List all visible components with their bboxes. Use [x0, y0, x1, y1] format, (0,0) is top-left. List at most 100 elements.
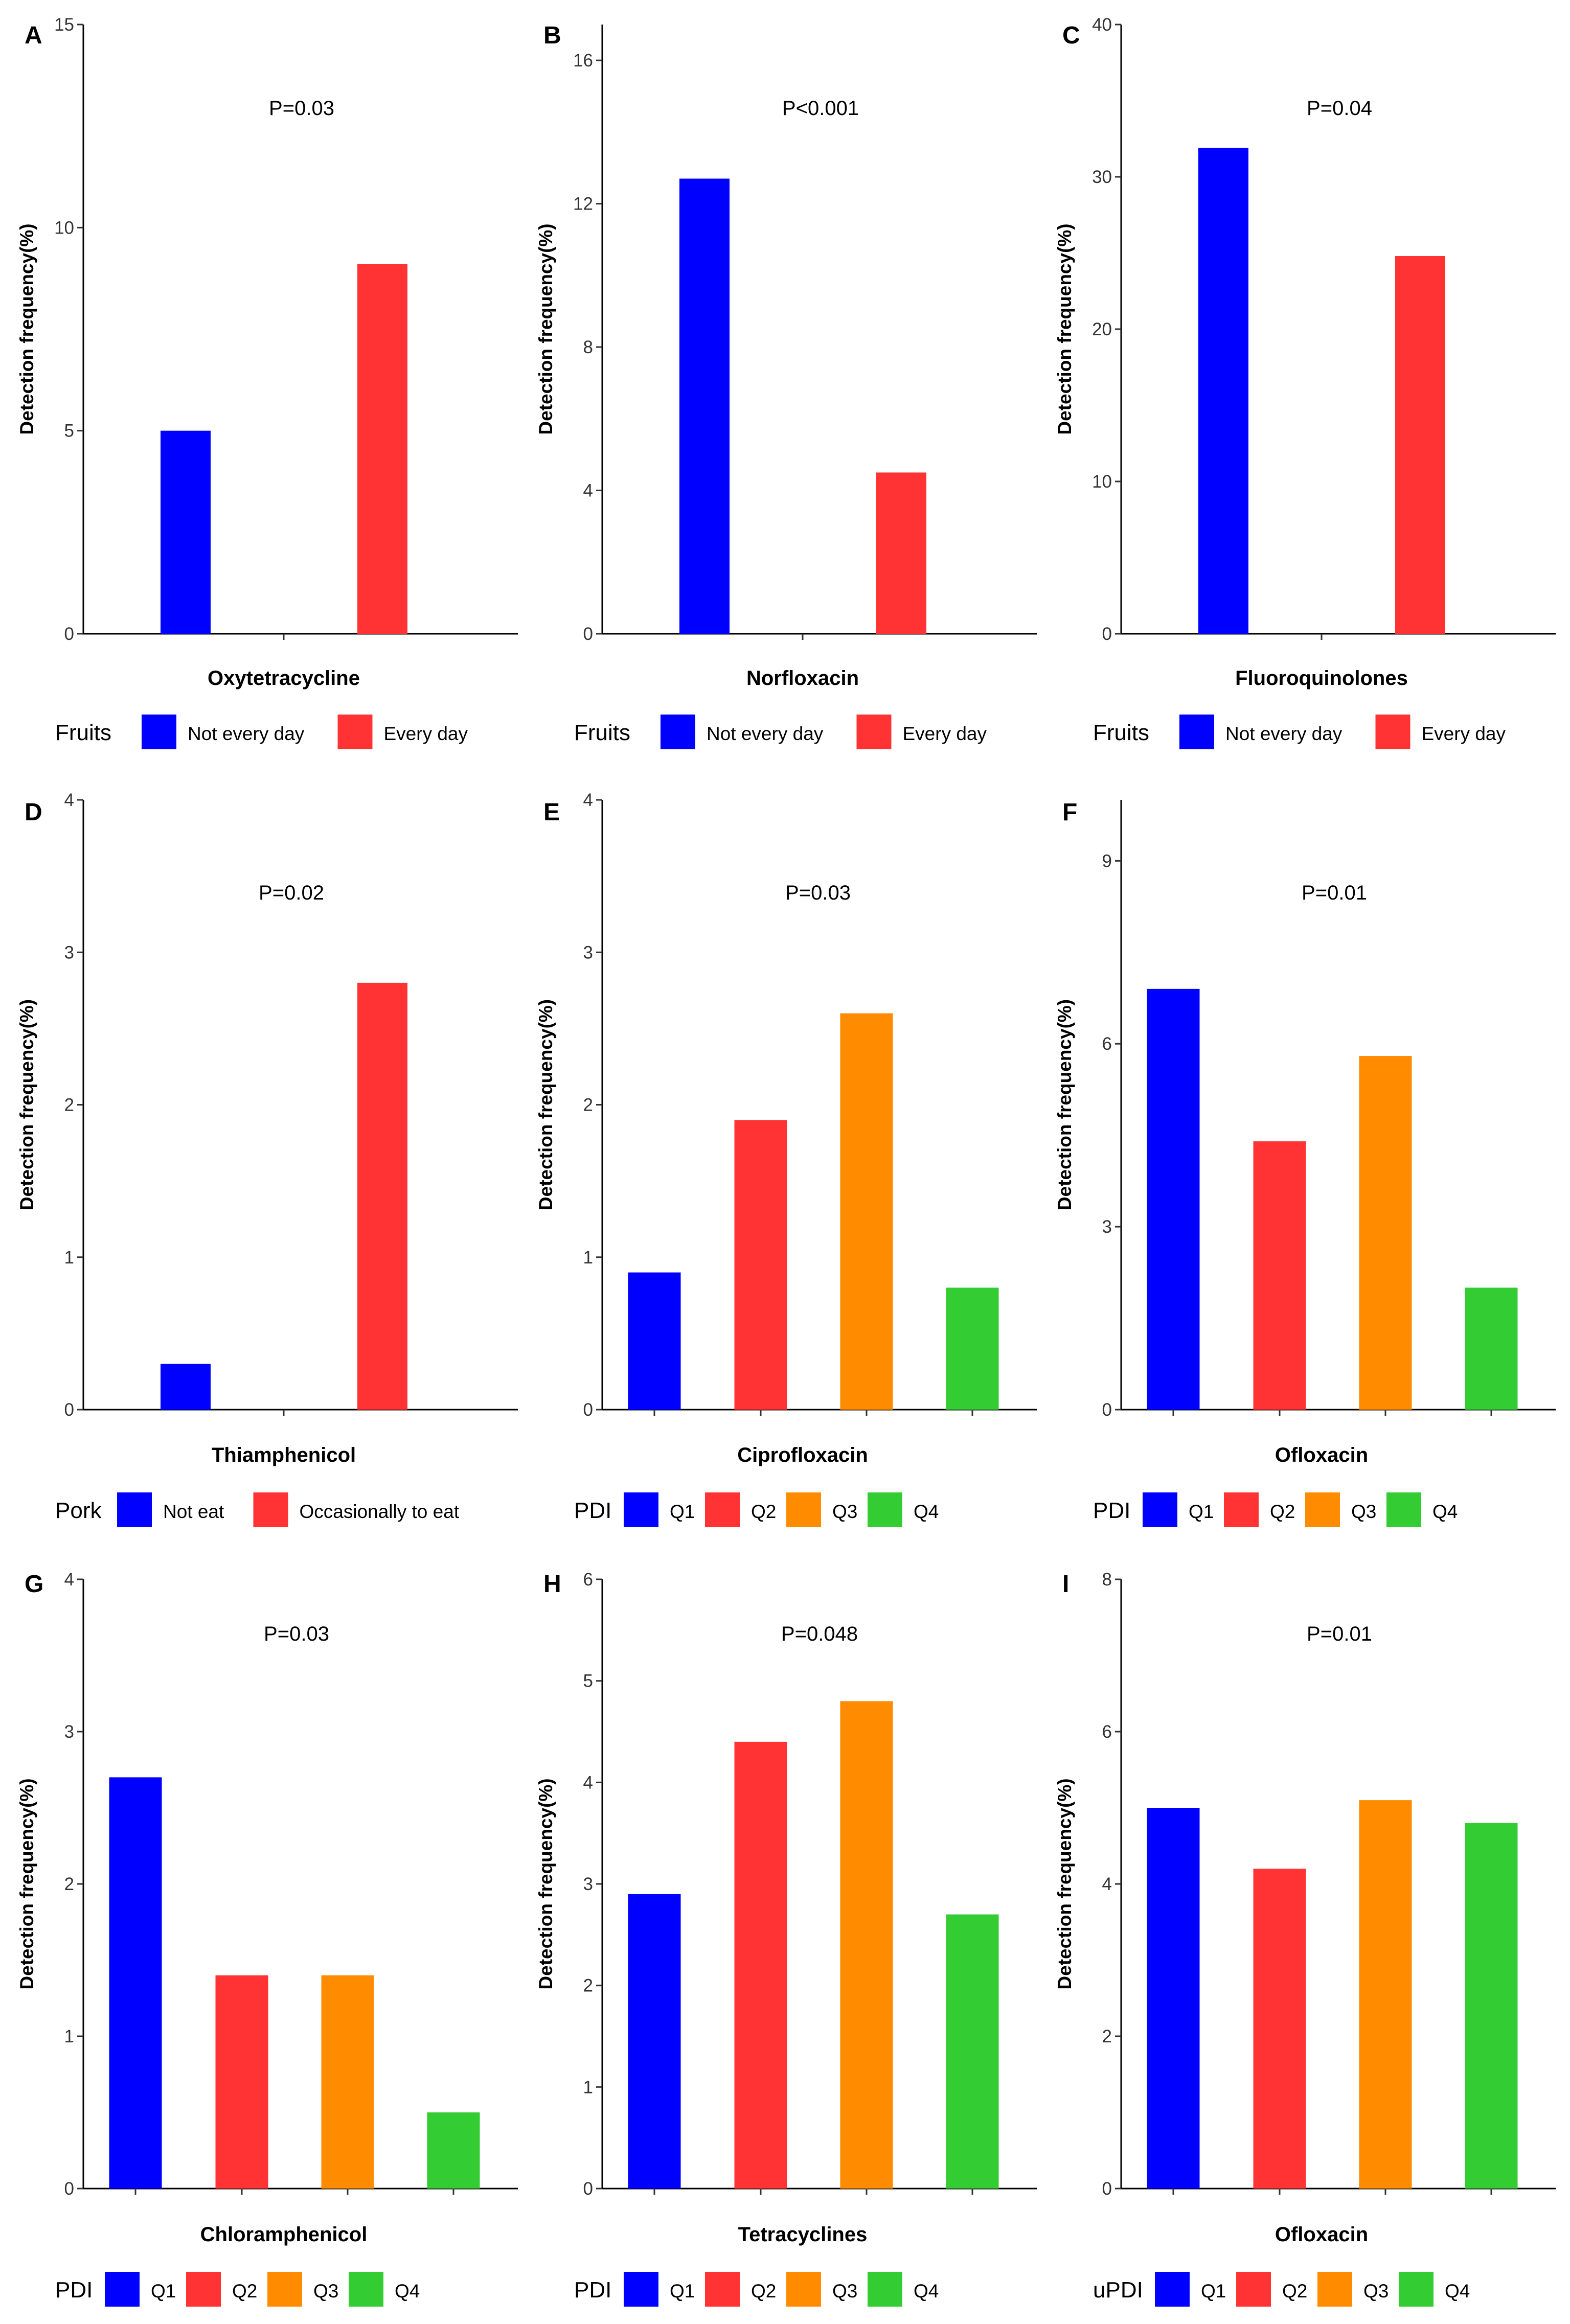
y-axis-title: Detection frequency(%)	[535, 1778, 556, 1989]
legend-swatch	[624, 2272, 658, 2307]
legend-label: Occasionally to eat	[300, 1501, 460, 1522]
y-tick-label: 4	[583, 790, 593, 810]
bar-q2	[1253, 1141, 1306, 1410]
bar-q4	[946, 1914, 999, 2189]
legend-swatch	[856, 715, 892, 749]
panel-B: B 0 4 8 12 16 Detection frequency(%) Norfloxaci…	[535, 22, 1037, 749]
panel-E: E 0 1 2 3 4 Detection frequency(%) Ciprofloxaci…	[535, 790, 1037, 1527]
legend-label: Every day	[384, 723, 468, 744]
legend-swatch	[661, 715, 695, 749]
legend-swatch	[117, 1492, 152, 1527]
x-axis-title: Norfloxacin	[746, 667, 859, 689]
bar-q2	[734, 1741, 787, 2189]
legend-label: Every day	[903, 723, 987, 744]
x-axis-title: Oxytetracycline	[208, 667, 360, 689]
legend-swatch	[1399, 2272, 1434, 2307]
bar-q2	[1253, 1869, 1306, 2189]
legend-label: Q4	[914, 1501, 939, 1522]
y-tick-label: 0	[583, 624, 593, 644]
legend: uPDI Q1 Q2 Q3 Q4	[1093, 2272, 1470, 2307]
y-tick-label: 0	[64, 624, 74, 644]
y-axis-title: Detection frequency(%)	[1054, 1778, 1075, 1989]
y-tick-label: 1	[64, 1248, 74, 1268]
legend-label: Not eat	[163, 1501, 224, 1522]
y-tick-label: 5	[583, 1671, 593, 1691]
bar-q1	[1147, 1808, 1200, 2189]
y-tick-label: 9	[1102, 851, 1112, 871]
y-tick-label: 40	[1092, 15, 1112, 35]
legend-label: Q2	[1270, 1501, 1295, 1522]
panel-letter: I	[1062, 1571, 1069, 1598]
legend-label: Q4	[395, 2281, 420, 2302]
bar-occasionally-to-eat	[357, 982, 407, 1410]
x-axis-title: Ofloxacin	[1275, 1444, 1368, 1466]
legend-title: uPDI	[1093, 2277, 1143, 2303]
legend-swatch	[1143, 1492, 1177, 1527]
legend-title: PDI	[1093, 1498, 1130, 1523]
panel-D: D 0 1 2 3 4 Detection frequency(%) Thiamphenico…	[16, 790, 518, 1527]
legend-label: Q3	[1351, 1501, 1376, 1522]
y-axis-title: Detection frequency(%)	[1054, 999, 1075, 1210]
y-tick-label: 4	[64, 1570, 74, 1590]
y-axis-title: Detection frequency(%)	[16, 223, 37, 434]
y-tick-label: 0	[64, 2179, 74, 2199]
y-tick-label: 30	[1092, 167, 1112, 187]
panel-letter: A	[25, 22, 42, 49]
y-axis-title: Detection frequency(%)	[16, 999, 37, 1210]
legend-label: Q3	[313, 2281, 338, 2302]
legend: PDI Q1 Q2 Q3 Q4	[574, 1492, 939, 1527]
panel-letter: D	[25, 799, 42, 826]
legend-swatch	[253, 1492, 288, 1527]
panel-letter: B	[543, 22, 561, 49]
y-tick-label: 0	[583, 2179, 593, 2199]
panel-letter: C	[1062, 22, 1080, 49]
legend-swatch	[786, 1492, 821, 1527]
p-value-label: P=0.01	[1307, 1623, 1372, 1645]
y-tick-label: 16	[573, 51, 593, 71]
legend-swatch	[868, 1492, 902, 1527]
legend-title: PDI	[574, 2277, 611, 2303]
bar-q3	[1359, 1800, 1412, 2189]
y-tick-label: 0	[1102, 624, 1112, 644]
bar-q3	[840, 1701, 893, 2189]
panel-I: I 0 2 4 6 8 Detection frequency(%) Ofloxacin P=0…	[1054, 1570, 1556, 2307]
y-tick-label: 12	[573, 194, 593, 214]
y-tick-label: 0	[1102, 2179, 1112, 2199]
p-value-label: P=0.03	[785, 882, 851, 904]
panel-letter: G	[25, 1571, 43, 1598]
y-tick-label: 6	[1102, 1034, 1112, 1054]
panel-G: G 0 1 2 3 4 Detection frequency(%) Chlorampheni…	[16, 1570, 518, 2307]
p-value-label: P=0.048	[781, 1623, 858, 1645]
bar-every-day	[357, 264, 407, 634]
legend-swatch	[624, 1492, 658, 1527]
y-tick-label: 6	[1102, 1722, 1112, 1742]
legend-title: Fruits	[55, 720, 111, 745]
y-tick-label: 3	[64, 942, 74, 962]
x-axis-title: Fluoroquinolones	[1235, 667, 1408, 689]
legend-label: Q1	[1201, 2281, 1226, 2302]
panel-letter: F	[1062, 799, 1077, 826]
legend-label: Q4	[1432, 1501, 1458, 1522]
y-tick-label: 0	[1102, 1400, 1112, 1420]
legend-title: Fruits	[1093, 720, 1149, 745]
bar-not-every-day	[161, 430, 211, 634]
legend-label: Not every day	[1225, 723, 1343, 744]
y-tick-label: 3	[583, 1874, 593, 1894]
y-tick-label: 2	[583, 1976, 593, 1996]
legend-label: Q1	[1189, 1501, 1214, 1522]
y-axis-title: Detection frequency(%)	[535, 999, 556, 1210]
bar-q4	[1465, 1287, 1518, 1410]
legend-swatch	[1179, 715, 1214, 749]
legend-swatch	[1386, 1492, 1421, 1527]
bar-q1	[1147, 988, 1200, 1410]
panel-letter: H	[543, 1571, 561, 1598]
p-value-label: P=0.03	[269, 97, 334, 120]
bar-q3	[1359, 1056, 1412, 1410]
legend: PDI Q1 Q2 Q3 Q4	[55, 2272, 420, 2307]
legend-swatch	[337, 715, 373, 749]
y-axis-title: Detection frequency(%)	[1054, 223, 1075, 434]
legend: PDI Q1 Q2 Q3 Q4	[1093, 1492, 1458, 1527]
x-axis-title: Tetracyclines	[738, 2223, 868, 2246]
y-tick-label: 5	[64, 421, 74, 441]
